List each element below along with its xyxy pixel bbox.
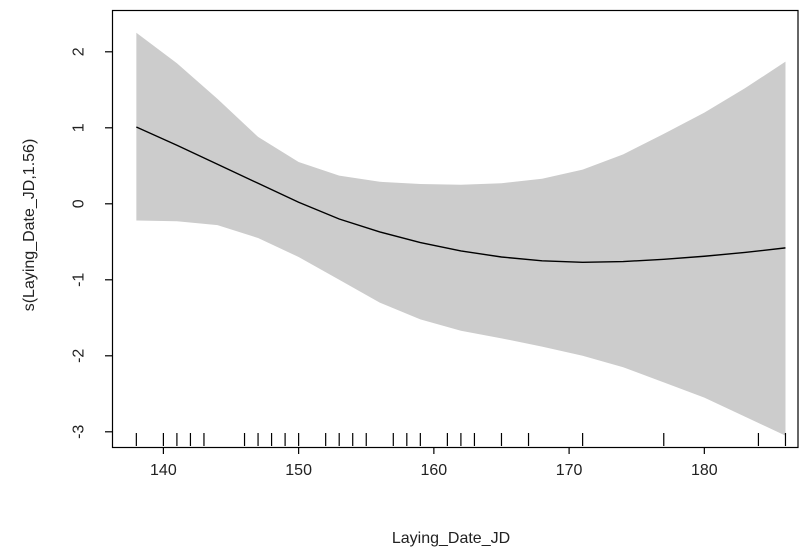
y-tick-label--1: -1 (71, 273, 88, 287)
y-tick-label-0: 0 (71, 199, 88, 208)
confidence-band (136, 32, 786, 436)
x-tick-label-150: 150 (285, 462, 312, 479)
x-tick-label-160: 160 (421, 462, 448, 479)
y-tick-label--3: -3 (71, 425, 88, 439)
x-axis-title: Laying_Date_JD (392, 530, 510, 547)
axes: 140 150 160 170 180 -3 -2 -1 0 1 2 (71, 47, 718, 479)
rug-ticks (135, 433, 787, 446)
plot-area (111, 9, 799, 449)
y-tick-label-2: 2 (71, 47, 88, 56)
x-tick-label-180: 180 (691, 462, 718, 479)
fit-line (136, 126, 786, 264)
plot-frame (111, 9, 799, 449)
x-tick-label-140: 140 (150, 462, 177, 479)
x-tick-label-170: 170 (556, 462, 583, 479)
y-tick-label--2: -2 (71, 349, 88, 363)
y-tick-label-1: 1 (71, 123, 88, 132)
y-axis-title: s(Laying_Date_JD,1.56) (21, 139, 38, 312)
